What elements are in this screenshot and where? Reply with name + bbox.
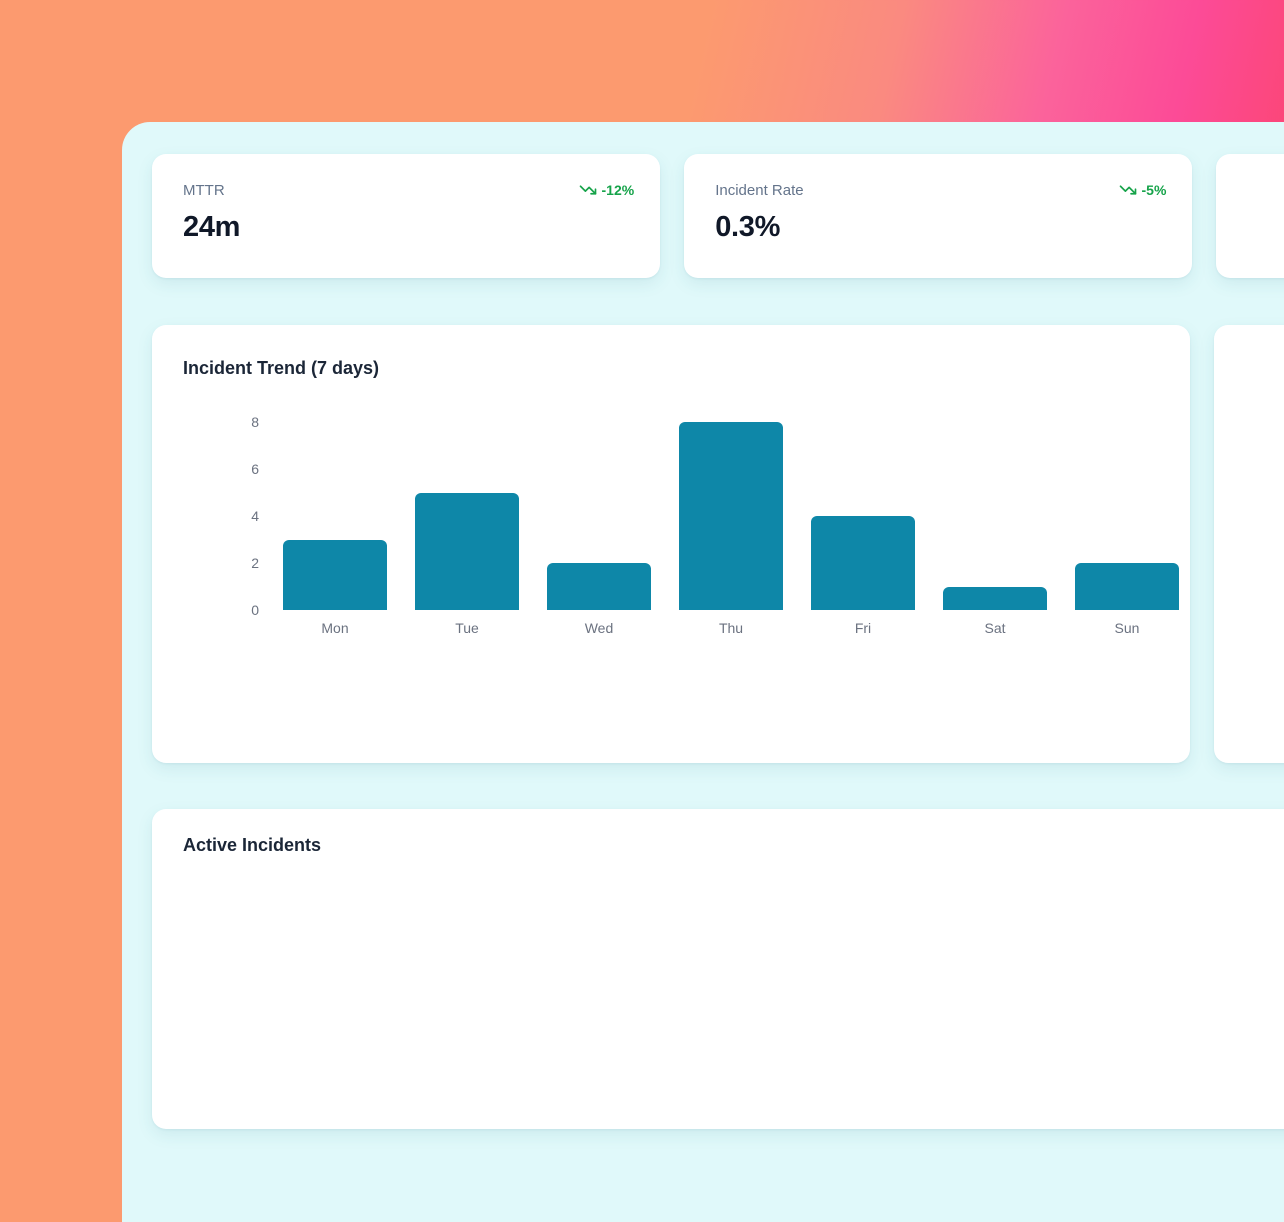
stat-value: 24m bbox=[183, 211, 241, 243]
dashboard-panel: MTTR -12% 24m Incident Rate bbox=[122, 122, 1284, 1222]
x-axis-label: Thu bbox=[718, 620, 744, 636]
chart-bar-sat[interactable] bbox=[943, 586, 1047, 610]
stat-card-incident-rate: Incident Rate -5% 0.3% bbox=[684, 154, 1193, 278]
trend-value: -12% bbox=[601, 182, 635, 198]
trend-badge: -5% bbox=[1119, 181, 1167, 199]
trending-down-icon bbox=[1119, 185, 1136, 195]
x-axis-label: Fri bbox=[854, 620, 872, 636]
incidents-row: Active Incidents bbox=[152, 809, 1284, 1129]
chart-title: Incident Trend (7 days) bbox=[183, 358, 380, 378]
chart-bar-mon[interactable] bbox=[283, 539, 387, 610]
incident-trend-card: Incident Trend (7 days) 0 2 4 6 8 Mon Tue Wed Th… bbox=[152, 325, 1191, 763]
x-axis-label: Sat bbox=[984, 620, 1006, 636]
x-axis-label: Sun bbox=[1114, 620, 1140, 636]
chart-bar-wed[interactable] bbox=[547, 563, 651, 610]
chart-bar-sun[interactable] bbox=[1075, 563, 1179, 610]
stats-row: MTTR -12% 24m Incident Rate bbox=[152, 154, 1284, 278]
stat-card-header: MTTR -12% bbox=[183, 181, 634, 199]
bar-chart: 0 2 4 6 8 Mon Tue Wed Thu Fri Sat Sun bbox=[152, 325, 1190, 763]
y-axis-tick-label: 2 bbox=[251, 555, 259, 571]
chart-bar-fri[interactable] bbox=[811, 516, 915, 610]
y-axis-tick-label: 8 bbox=[251, 414, 259, 430]
charts-row: Incident Trend (7 days) 0 2 4 6 8 Mon Tue Wed Th… bbox=[152, 325, 1284, 763]
section-title: Active Incidents bbox=[183, 835, 322, 855]
y-axis-tick-label: 6 bbox=[251, 461, 259, 477]
trending-down-icon bbox=[579, 185, 596, 195]
stat-card-partial bbox=[1216, 154, 1284, 278]
active-incidents-card: Active Incidents bbox=[152, 809, 1284, 1129]
chart-bar-thu[interactable] bbox=[679, 422, 783, 610]
stat-label: Incident Rate bbox=[715, 181, 804, 199]
stat-card-header: Incident Rate -5% bbox=[715, 181, 1166, 199]
chart-bar-tue[interactable] bbox=[415, 492, 519, 610]
trend-badge: -12% bbox=[579, 181, 635, 199]
y-axis-tick-label: 4 bbox=[251, 508, 259, 524]
y-axis-tick-label: 0 bbox=[251, 602, 259, 618]
x-axis-label: Mon bbox=[321, 620, 349, 636]
trend-value: -5% bbox=[1141, 182, 1167, 198]
stat-card-mttr: MTTR -12% 24m bbox=[152, 154, 661, 278]
x-axis-label: Wed bbox=[584, 620, 614, 636]
stat-value: 0.3% bbox=[715, 211, 781, 243]
stat-label: MTTR bbox=[183, 181, 225, 199]
x-axis-label: Tue bbox=[455, 620, 479, 636]
chart-card-partial bbox=[1214, 325, 1284, 763]
